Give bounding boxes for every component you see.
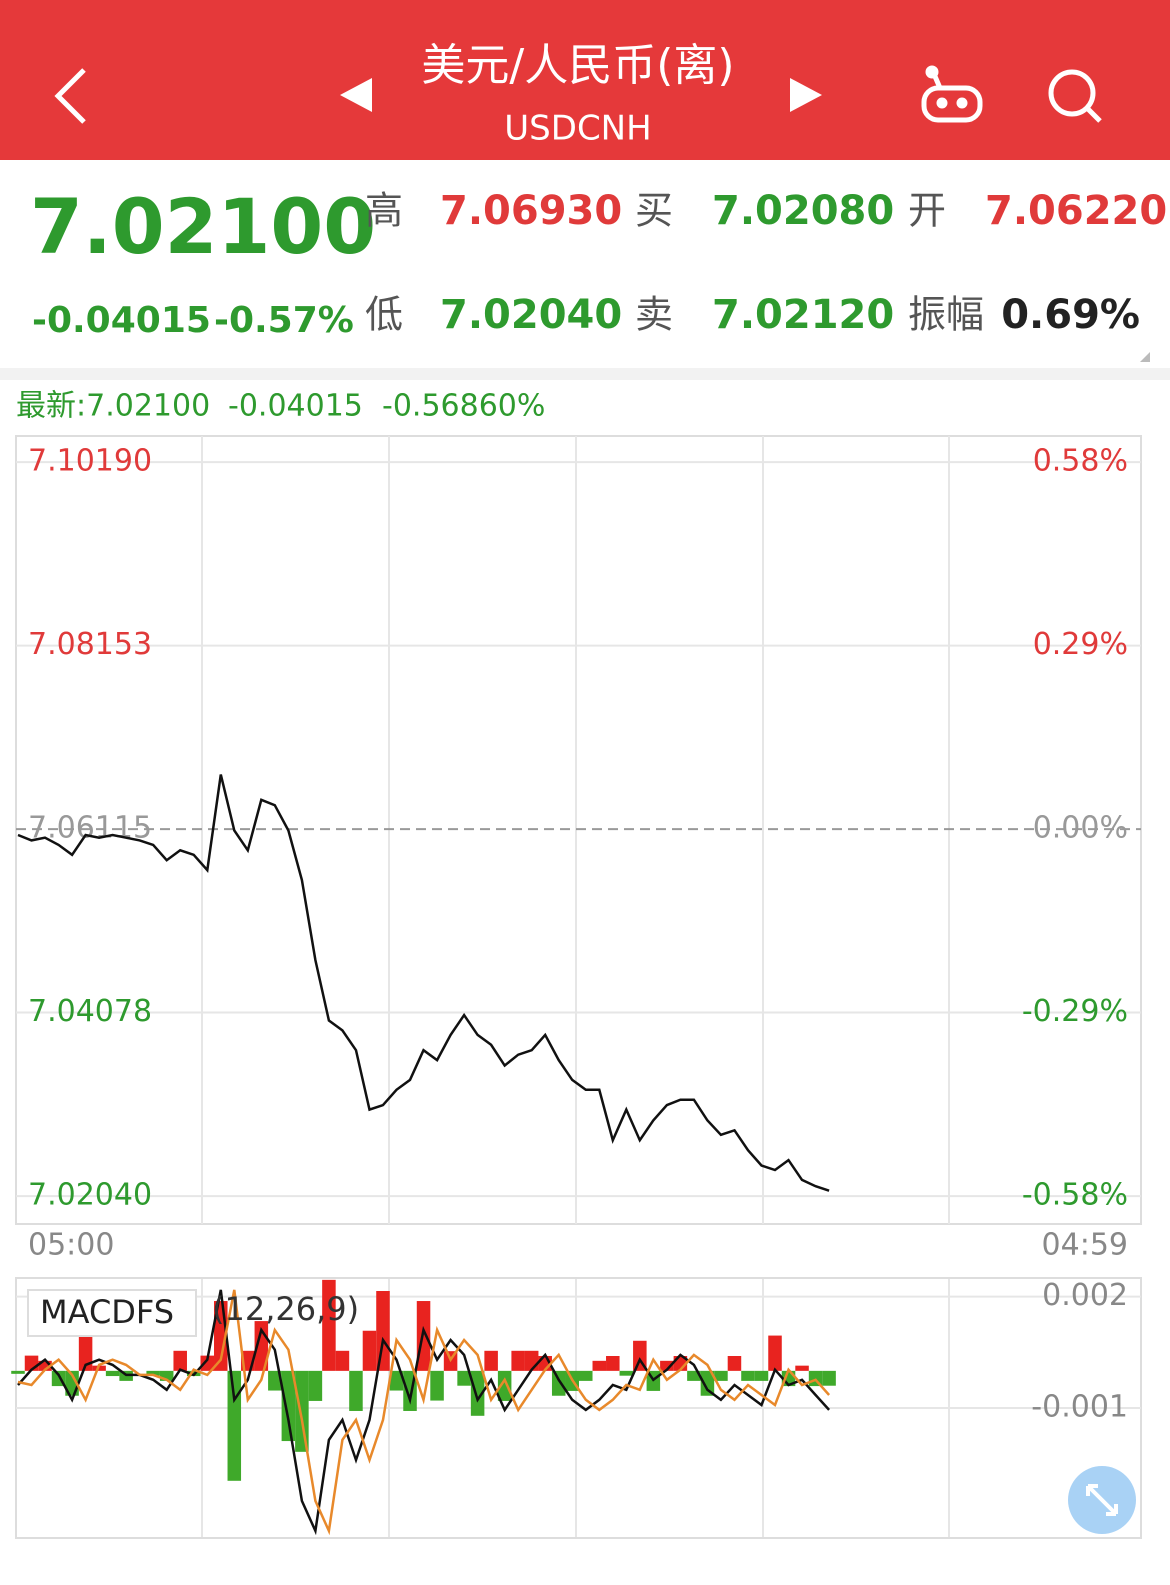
price: 7.02100	[30, 182, 376, 271]
latest-price: 最新:7.02100	[16, 389, 210, 424]
x-tick-label: 04:59	[1042, 1228, 1128, 1263]
ask: 7.02120	[712, 292, 894, 338]
macd-bar	[470, 1370, 485, 1416]
macd-bar	[619, 1370, 634, 1376]
y2-tick-label: -0.58%	[1022, 1178, 1128, 1213]
y2-tick-label: 0.00%	[1033, 811, 1128, 846]
macd-bar	[497, 1370, 512, 1401]
low-label: 低	[365, 293, 403, 337]
low: 7.02040	[440, 292, 622, 338]
search-icon[interactable]	[1048, 69, 1102, 123]
macd-bar	[714, 1370, 728, 1381]
macd-bar	[335, 1350, 350, 1371]
macd-bar	[349, 1370, 363, 1411]
macd-bar	[741, 1370, 755, 1381]
macd-bar	[322, 1279, 336, 1371]
corner-mark	[1140, 352, 1150, 362]
separator	[0, 368, 1170, 380]
y2-tick-label: 0.58%	[1033, 443, 1128, 478]
macd-bar	[159, 1370, 174, 1381]
change-pct: -0.57%	[214, 300, 354, 341]
macd-bar	[754, 1370, 769, 1381]
macd-bar	[295, 1370, 309, 1452]
macd-bar	[376, 1291, 390, 1371]
macd-bar	[484, 1350, 498, 1371]
y2-tick-label: -0.29%	[1022, 994, 1128, 1029]
next-button[interactable]	[790, 78, 822, 112]
macd-bar	[78, 1335, 93, 1371]
macd-bar	[105, 1370, 120, 1377]
macd-bar	[11, 1370, 25, 1374]
macd-bar	[606, 1356, 620, 1371]
y-tick-label: 7.04078	[28, 994, 152, 1029]
plots: 7.101907.081537.061157.040787.020400.58%…	[11, 443, 1141, 1536]
amplitude: 0.69%	[1001, 292, 1140, 338]
top-bar	[0, 0, 1170, 160]
price-line	[17, 774, 830, 1192]
macd-bar	[362, 1330, 377, 1371]
macd-title: MACDFS	[40, 1293, 174, 1331]
y-tick-label: 7.08153	[28, 627, 152, 662]
y-tick-label: 0.002	[1042, 1278, 1128, 1313]
bid: 7.02080	[712, 188, 894, 234]
expand-button[interactable]	[1068, 1466, 1136, 1534]
x-tick-label: 05:00	[28, 1228, 114, 1263]
macd-bar	[524, 1350, 539, 1371]
macd-bar	[727, 1356, 742, 1371]
macd-bar	[551, 1370, 566, 1396]
y-tick-label: 7.02040	[28, 1178, 152, 1213]
macd-bar	[511, 1350, 525, 1371]
amplitude-label: 振幅	[908, 293, 984, 337]
macd-bar	[281, 1370, 296, 1442]
macd-bar	[227, 1370, 242, 1481]
macd-bar	[430, 1370, 444, 1401]
macd-params: (12,26,9)	[212, 1290, 359, 1328]
latest-change: -0.04015	[228, 389, 363, 424]
change: -0.04015	[32, 300, 211, 341]
macd-bar	[768, 1335, 782, 1371]
macd-line	[17, 1289, 831, 1536]
macd-bar	[457, 1370, 471, 1386]
ask-label: 卖	[635, 293, 673, 337]
back-button[interactable]	[54, 68, 86, 124]
macd-bar	[173, 1350, 187, 1371]
y-tick-label: -0.001	[1031, 1390, 1128, 1425]
macd-bar	[822, 1370, 836, 1386]
macd-bar	[38, 1360, 52, 1371]
macd-line	[17, 1289, 831, 1536]
macd-bar	[200, 1355, 215, 1371]
y-tick-label: 7.10190	[28, 444, 152, 479]
macd-bar	[579, 1370, 593, 1381]
title: 美元/人民币(离)	[421, 40, 734, 91]
macd-bar	[308, 1370, 323, 1401]
macd-title-box	[27, 1289, 197, 1337]
macd-bar	[700, 1370, 715, 1396]
macd-bar	[389, 1370, 404, 1391]
robot-icon[interactable]	[921, 65, 983, 123]
prev-button[interactable]	[340, 78, 372, 112]
macd-bar	[146, 1370, 160, 1376]
macd-bar	[268, 1370, 282, 1391]
open-label: 开	[908, 189, 946, 233]
high-label: 高	[365, 189, 403, 233]
macd-bar	[687, 1370, 701, 1381]
macd-bar	[795, 1365, 809, 1371]
latest-change-pct: -0.56860%	[382, 389, 545, 424]
macd-bar	[592, 1360, 607, 1371]
y2-tick-label: 0.29%	[1033, 627, 1128, 662]
bid-label: 买	[635, 189, 673, 233]
subtitle: USDCNH	[504, 109, 651, 149]
open: 7.06220	[985, 188, 1167, 234]
macd-bar	[660, 1360, 674, 1371]
high: 7.06930	[440, 188, 622, 234]
